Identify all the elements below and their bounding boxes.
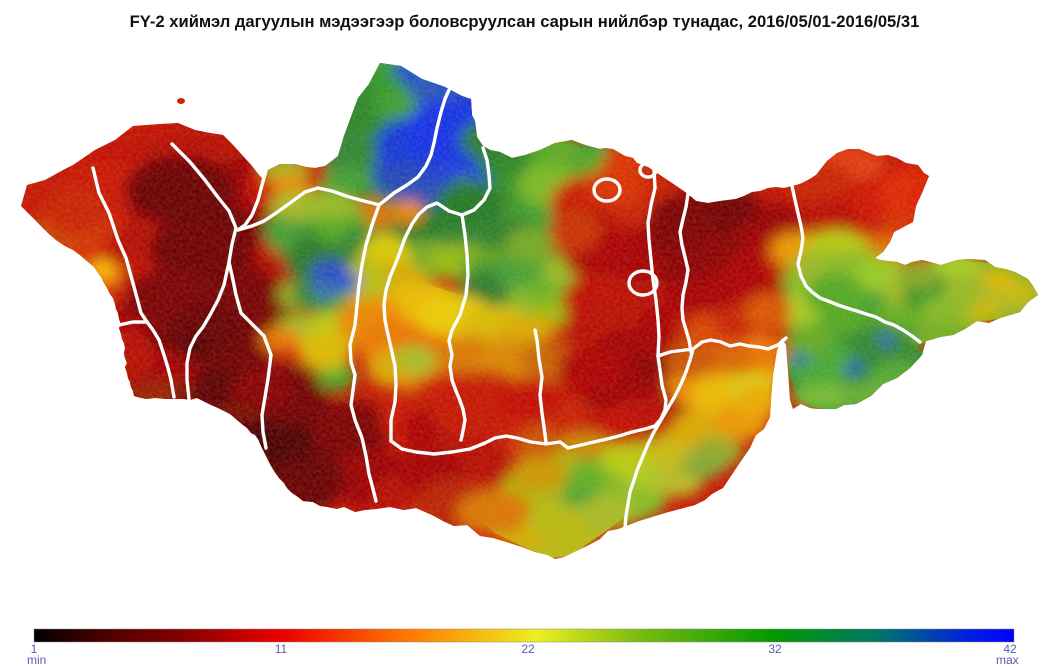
svg-text:max: max xyxy=(996,653,1019,666)
svg-text:min: min xyxy=(27,653,46,666)
svg-text:11: 11 xyxy=(275,642,288,656)
svg-text:22: 22 xyxy=(521,642,535,656)
svg-text:1: 1 xyxy=(31,642,38,656)
svg-text:42: 42 xyxy=(1003,642,1017,656)
svg-text:32: 32 xyxy=(768,642,782,656)
